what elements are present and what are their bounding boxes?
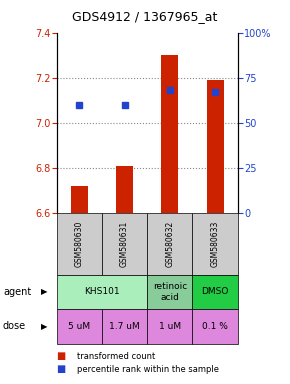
Bar — [147, 275, 193, 309]
Bar — [70, 186, 88, 213]
Bar — [193, 309, 238, 344]
Bar — [147, 213, 193, 275]
Bar — [193, 275, 238, 309]
Text: GSM580630: GSM580630 — [75, 221, 84, 267]
Bar — [57, 213, 102, 275]
Text: ▶: ▶ — [41, 322, 47, 331]
Text: GSM580632: GSM580632 — [165, 221, 174, 267]
Text: 5 uM: 5 uM — [68, 322, 90, 331]
Text: GDS4912 / 1367965_at: GDS4912 / 1367965_at — [72, 10, 218, 23]
Text: percentile rank within the sample: percentile rank within the sample — [77, 365, 219, 374]
Bar — [161, 55, 178, 213]
Text: DMSO: DMSO — [202, 287, 229, 296]
Bar — [57, 275, 147, 309]
Bar — [193, 213, 238, 275]
Text: retinoic
acid: retinoic acid — [153, 282, 187, 301]
Bar — [102, 309, 147, 344]
Text: ■: ■ — [57, 351, 66, 361]
Text: 1 uM: 1 uM — [159, 322, 181, 331]
Bar — [57, 309, 102, 344]
Bar — [102, 213, 147, 275]
Bar — [206, 80, 224, 213]
Bar — [147, 309, 193, 344]
Text: GSM580631: GSM580631 — [120, 221, 129, 267]
Text: ▶: ▶ — [41, 287, 47, 296]
Text: GSM580633: GSM580633 — [211, 221, 220, 267]
Text: KHS101: KHS101 — [84, 287, 120, 296]
Text: transformed count: transformed count — [77, 352, 155, 361]
Text: ■: ■ — [57, 364, 66, 374]
Text: 0.1 %: 0.1 % — [202, 322, 228, 331]
Text: agent: agent — [3, 287, 31, 297]
Text: 1.7 uM: 1.7 uM — [109, 322, 140, 331]
Text: dose: dose — [3, 321, 26, 331]
Bar — [116, 166, 133, 213]
